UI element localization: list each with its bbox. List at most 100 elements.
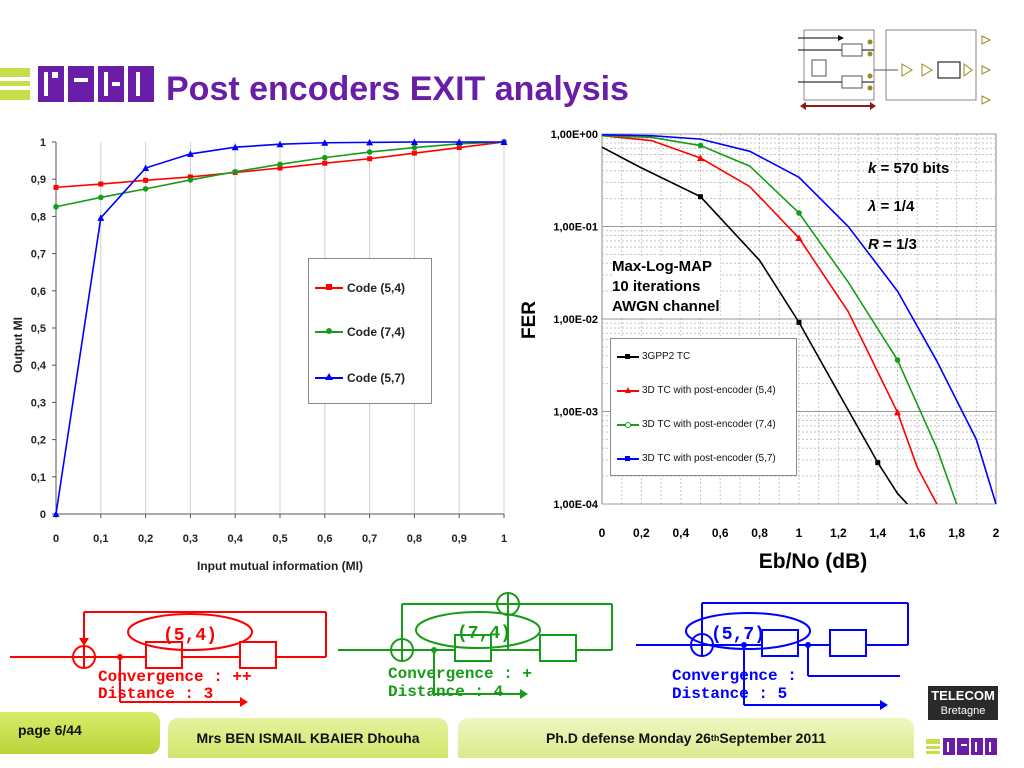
exit-data-point	[456, 145, 462, 151]
param-k-value: 570 bits	[893, 160, 950, 177]
encoder-5-4-diagram	[10, 611, 327, 707]
exit-legend: Code (5,4) Code (7,4) Code (5,7)	[308, 258, 432, 404]
exit-data-point	[321, 139, 329, 146]
fer-annotation: Max-Log-MAP 10 iterations AWGN channel	[612, 257, 720, 317]
legend-item-3d-7-4: 3D TC with post-encoder (7,4)	[617, 419, 776, 430]
fer-tick-labels: 1,00E+00 1,00E-01 1,00E-02 1,00E-03 1,00E-04…	[551, 129, 1000, 540]
legend-item-code-7-4: Code (7,4)	[315, 325, 405, 339]
fer-x-tick-label: 0,6	[712, 526, 729, 540]
exit-data-point	[500, 138, 508, 145]
legend-label: 3D TC with post-encoder (5,4)	[642, 385, 776, 396]
exit-y-tick-label: 0,8	[31, 211, 46, 223]
legend-label: Code (5,7)	[347, 371, 406, 385]
legend-label: Code (5,4)	[347, 281, 406, 295]
param-lambda-value: 1/4	[893, 198, 915, 215]
exit-data-point	[410, 138, 418, 145]
event-text-end: September 2011	[719, 730, 827, 746]
fer-x-axis-label: Eb/No (dB)	[759, 550, 867, 573]
event-sup: th	[710, 733, 720, 743]
legend-label: 3D TC with post-encoder (5,7)	[642, 453, 776, 464]
fer-x-axis-label-text: Eb/No (dB)	[759, 550, 867, 573]
exit-x-tick-label: 0,5	[272, 533, 287, 545]
page-number: page 6/44	[0, 712, 160, 754]
fer-parameters: k = 570 bits λ = 1/4 R = 1/3	[868, 150, 949, 264]
exit-data-point	[366, 149, 373, 155]
legend-label: 3D TC with post-encoder (7,4)	[642, 419, 776, 430]
exit-y-tick-label: 0,1	[31, 472, 46, 484]
fer-x-tick-label: 1	[796, 526, 803, 540]
fer-series-line	[601, 134, 997, 505]
encoder-5-4-code: (5,4)	[163, 626, 217, 646]
fer-y-tick-label: 1,00E-03	[553, 407, 598, 419]
fer-y-tick-label: 1,00E-04	[553, 499, 599, 511]
exit-data-point	[367, 156, 373, 162]
exit-x-tick-label: 0,9	[452, 533, 467, 545]
exit-x-tick-label: 0,1	[93, 533, 108, 545]
exit-data-point	[276, 140, 284, 148]
legend-item-3d-5-7: 3D TC with post-encoder (5,7)	[617, 453, 776, 464]
red-square-marker-icon	[315, 283, 343, 293]
exit-x-tick-label: 0,4	[228, 533, 244, 545]
fer-data-point	[697, 142, 704, 149]
exit-x-axis-label: Input mutual information (MI)	[197, 559, 363, 573]
exit-data-point	[142, 164, 150, 172]
exit-data-point	[322, 154, 328, 161]
red-triangle-marker-icon	[617, 386, 639, 395]
exit-data-point	[186, 150, 194, 157]
exit-x-tick-label: 0	[53, 533, 59, 545]
exit-data-point	[97, 214, 105, 221]
fer-legend: 3GPP2 TC 3D TC with post-encoder (5,4) 3…	[610, 338, 797, 476]
exit-axes	[52, 141, 505, 518]
exit-data-point	[455, 138, 463, 145]
exit-tick-labels: 0 0,1 0,2 0,3 0,4 0,5 0,6 0,7 0,8 0,9 1 0 0,1 0,2 0,3 0…	[31, 137, 507, 545]
exit-y-tick-label: 0,5	[31, 323, 46, 335]
fer-x-tick-label: 2	[993, 526, 1000, 540]
iterations-label: 10 iterations	[612, 278, 701, 295]
fer-y-tick-label: 1,00E+00	[551, 129, 598, 141]
system-diagram-icon	[798, 29, 992, 110]
exit-y-tick-label: 0,7	[31, 249, 46, 261]
fer-data-point	[795, 234, 803, 242]
fer-y-tick-label: 1,00E-01	[553, 222, 598, 234]
fer-data-point	[698, 194, 703, 200]
exit-y-tick-label: 0,6	[31, 286, 46, 298]
legend-item-3gpp2: 3GPP2 TC	[617, 351, 690, 362]
exit-data-point	[98, 181, 104, 187]
brand-name: TELECOM	[931, 688, 995, 703]
exit-y-tick-label: 0,2	[31, 435, 46, 447]
encoder-5-4-convergence: Convergence : ++	[98, 668, 252, 686]
exit-series	[52, 138, 508, 517]
encoder-diagrams: (5,4) Convergence : ++ Distance : 3 (7,4…	[10, 592, 909, 710]
exit-data-point	[322, 160, 328, 166]
exit-data-point	[231, 143, 239, 151]
encoder-5-7-code: (5,7)	[711, 625, 765, 645]
blue-line-marker-icon	[617, 455, 639, 463]
fer-data-point	[796, 319, 802, 325]
legend-label: 3GPP2 TC	[642, 351, 691, 362]
param-k: k = 570 bits	[868, 160, 950, 177]
decoder-label: Max-Log-MAP	[612, 258, 712, 275]
param-r: R = 1/3	[868, 236, 917, 253]
encoder-7-4-convergence: Convergence : +	[388, 665, 532, 683]
exit-data-point	[187, 177, 194, 183]
fer-x-tick-label: 0	[599, 526, 606, 540]
exit-x-tick-label: 0,6	[317, 533, 332, 545]
encoder-7-4-code: (7,4)	[457, 624, 511, 644]
fer-x-tick-label: 1,8	[948, 526, 965, 540]
exit-data-point	[142, 186, 149, 192]
brand-sub: Bretagne	[940, 705, 986, 717]
encoder-5-7-distance: Distance : 5	[672, 685, 787, 703]
exit-y-tick-label: 0	[40, 509, 46, 521]
page-title: Post encoders EXIT analysis	[166, 70, 629, 108]
institution-logo-icon	[0, 66, 154, 102]
legend-item-code-5-4: Code (5,4)	[315, 281, 405, 295]
exit-x-tick-label: 0,2	[138, 533, 153, 545]
encoder-5-4-distance: Distance : 3	[98, 685, 213, 703]
green-circle-marker-icon	[617, 421, 639, 429]
exit-data-point	[277, 165, 283, 171]
author-name: Mrs BEN ISMAIL KBAIER Dhouha	[168, 718, 448, 758]
fer-data-point	[875, 460, 881, 466]
exit-data-point	[232, 168, 238, 175]
blue-triangle-marker-icon	[315, 373, 343, 383]
